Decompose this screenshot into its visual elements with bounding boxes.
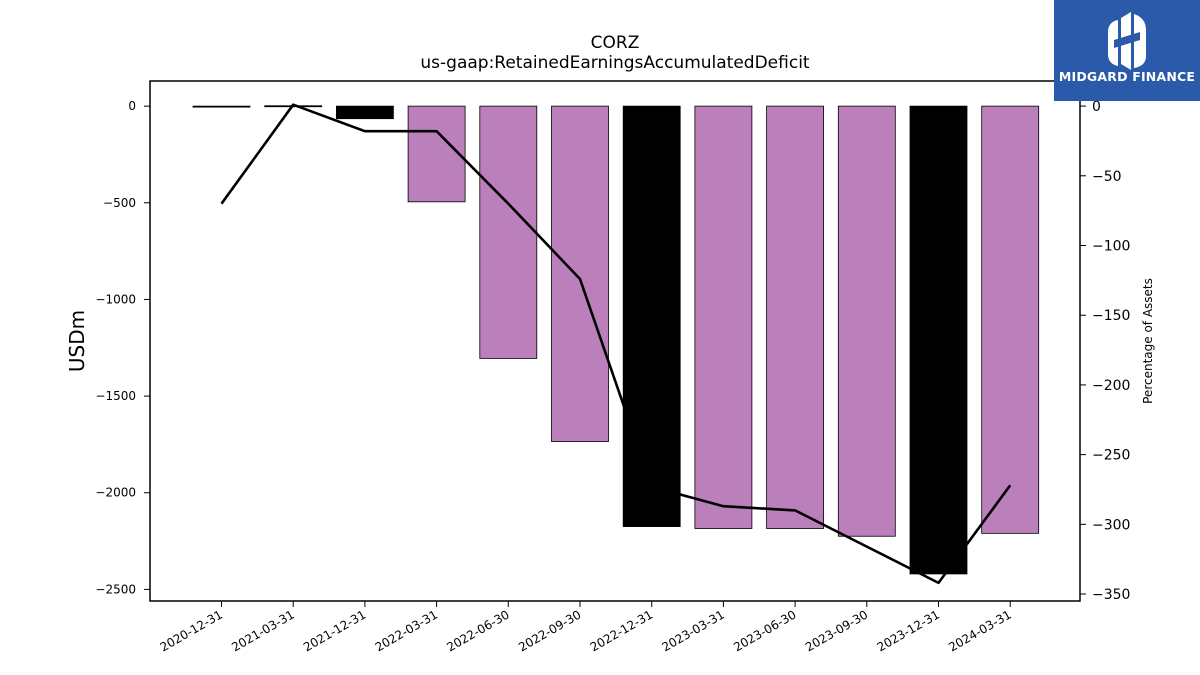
- left-tick-label: −2000: [95, 486, 136, 500]
- chart-title: CORZ: [591, 33, 640, 53]
- bar-2022-12-31: [622, 105, 681, 527]
- bar-2023-12-31: [909, 105, 968, 575]
- x-tick-label: 2022-09-30: [516, 607, 583, 654]
- right-tick-label: −350: [1092, 587, 1130, 603]
- plot-frame: [149, 80, 1081, 602]
- bar-2023-06-30: [766, 105, 824, 529]
- bar-2023-09-30: [837, 105, 896, 537]
- x-tick-label: 2022-12-31: [588, 607, 655, 654]
- left-tick-label: −1500: [95, 389, 136, 403]
- x-tick-label: 2023-03-31: [659, 607, 726, 654]
- bar-2022-06-30: [479, 105, 538, 359]
- x-tick-label: 2021-03-31: [229, 607, 296, 654]
- x-axis-ticks: 2020-12-31 2021-03-31 2021-12-31 2022-03-31…: [158, 601, 1014, 654]
- x-tick-label: 2023-12-31: [875, 607, 942, 654]
- x-tick-label: 2022-06-30: [444, 607, 511, 654]
- brand-name: MIDGARD FINANCE: [1058, 69, 1196, 84]
- bar-2022-03-31: [407, 105, 466, 203]
- chart-subtitle: us-gaap:RetainedEarningsAccumulatedDefic…: [420, 53, 810, 73]
- bar-2023-03-31: [694, 105, 753, 529]
- brand-logo: MIDGARD FINANCE: [1054, 0, 1200, 101]
- x-tick-label: 2020-12-31: [158, 607, 225, 654]
- right-tick-label: −300: [1092, 517, 1130, 533]
- right-tick-label: −200: [1092, 378, 1130, 394]
- bar-2020-12-31: [192, 105, 251, 108]
- x-tick-label: 2021-12-31: [301, 607, 368, 654]
- right-tick-label: −150: [1092, 308, 1130, 324]
- x-tick-label: 2022-03-31: [373, 607, 440, 654]
- line-group: [220, 103, 1012, 585]
- y-axis-label-right: Percentage of Assets: [1141, 278, 1155, 404]
- y-axis-label-left: USDm: [65, 310, 89, 372]
- left-tick-label: 0: [128, 99, 136, 113]
- left-tick-label: −2500: [95, 582, 136, 596]
- right-tick-label: −250: [1092, 448, 1130, 464]
- x-tick-label: 2023-09-30: [803, 607, 870, 654]
- left-tick-label: −500: [103, 196, 136, 210]
- bar-2021-12-31: [335, 105, 394, 120]
- x-tick-label: 2024-03-31: [946, 607, 1013, 654]
- right-tick-label: −100: [1092, 239, 1130, 255]
- right-axis-ticks: 0 −50 −100 −150 −200 −250 −300 −350: [1080, 99, 1130, 603]
- x-tick-label: 2023-06-30: [731, 607, 798, 654]
- left-axis-ticks: 0 −500 −1000 −1500 −2000 −2500: [95, 99, 150, 596]
- midgard-logo-icon: [1108, 12, 1146, 70]
- bar-group: [192, 105, 1040, 575]
- bar-2024-03-31: [981, 105, 1040, 534]
- bar-2022-09-30: [551, 105, 609, 442]
- right-tick-label: 0: [1092, 99, 1101, 115]
- percentage-line: [220, 103, 1012, 585]
- right-tick-label: −50: [1092, 169, 1122, 185]
- left-tick-label: −1000: [95, 292, 136, 306]
